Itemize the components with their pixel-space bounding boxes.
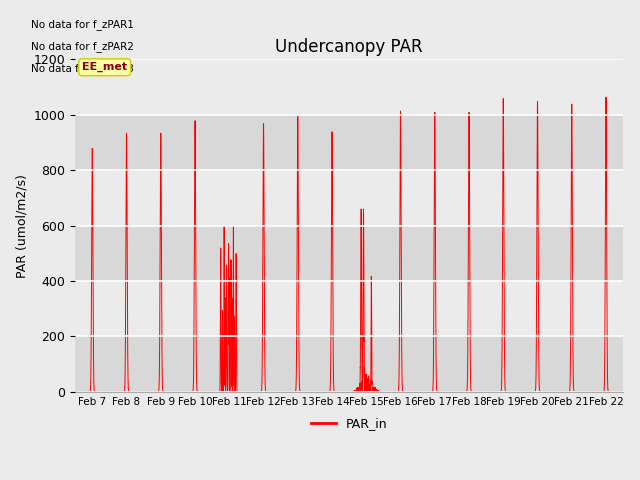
Bar xyxy=(75,115,623,170)
Bar xyxy=(75,170,623,226)
Bar xyxy=(75,226,623,281)
Text: No data for f_zPAR2: No data for f_zPAR2 xyxy=(31,41,134,52)
Text: No data for f_zPAR3: No data for f_zPAR3 xyxy=(31,63,134,73)
Bar xyxy=(75,60,623,115)
Bar xyxy=(75,281,623,336)
Y-axis label: PAR (umol/m2/s): PAR (umol/m2/s) xyxy=(15,174,28,277)
Text: EE_met: EE_met xyxy=(82,62,127,72)
Title: Undercanopy PAR: Undercanopy PAR xyxy=(275,38,423,57)
Text: No data for f_zPAR1: No data for f_zPAR1 xyxy=(31,20,134,30)
Legend: PAR_in: PAR_in xyxy=(306,412,392,435)
Bar xyxy=(75,336,623,392)
